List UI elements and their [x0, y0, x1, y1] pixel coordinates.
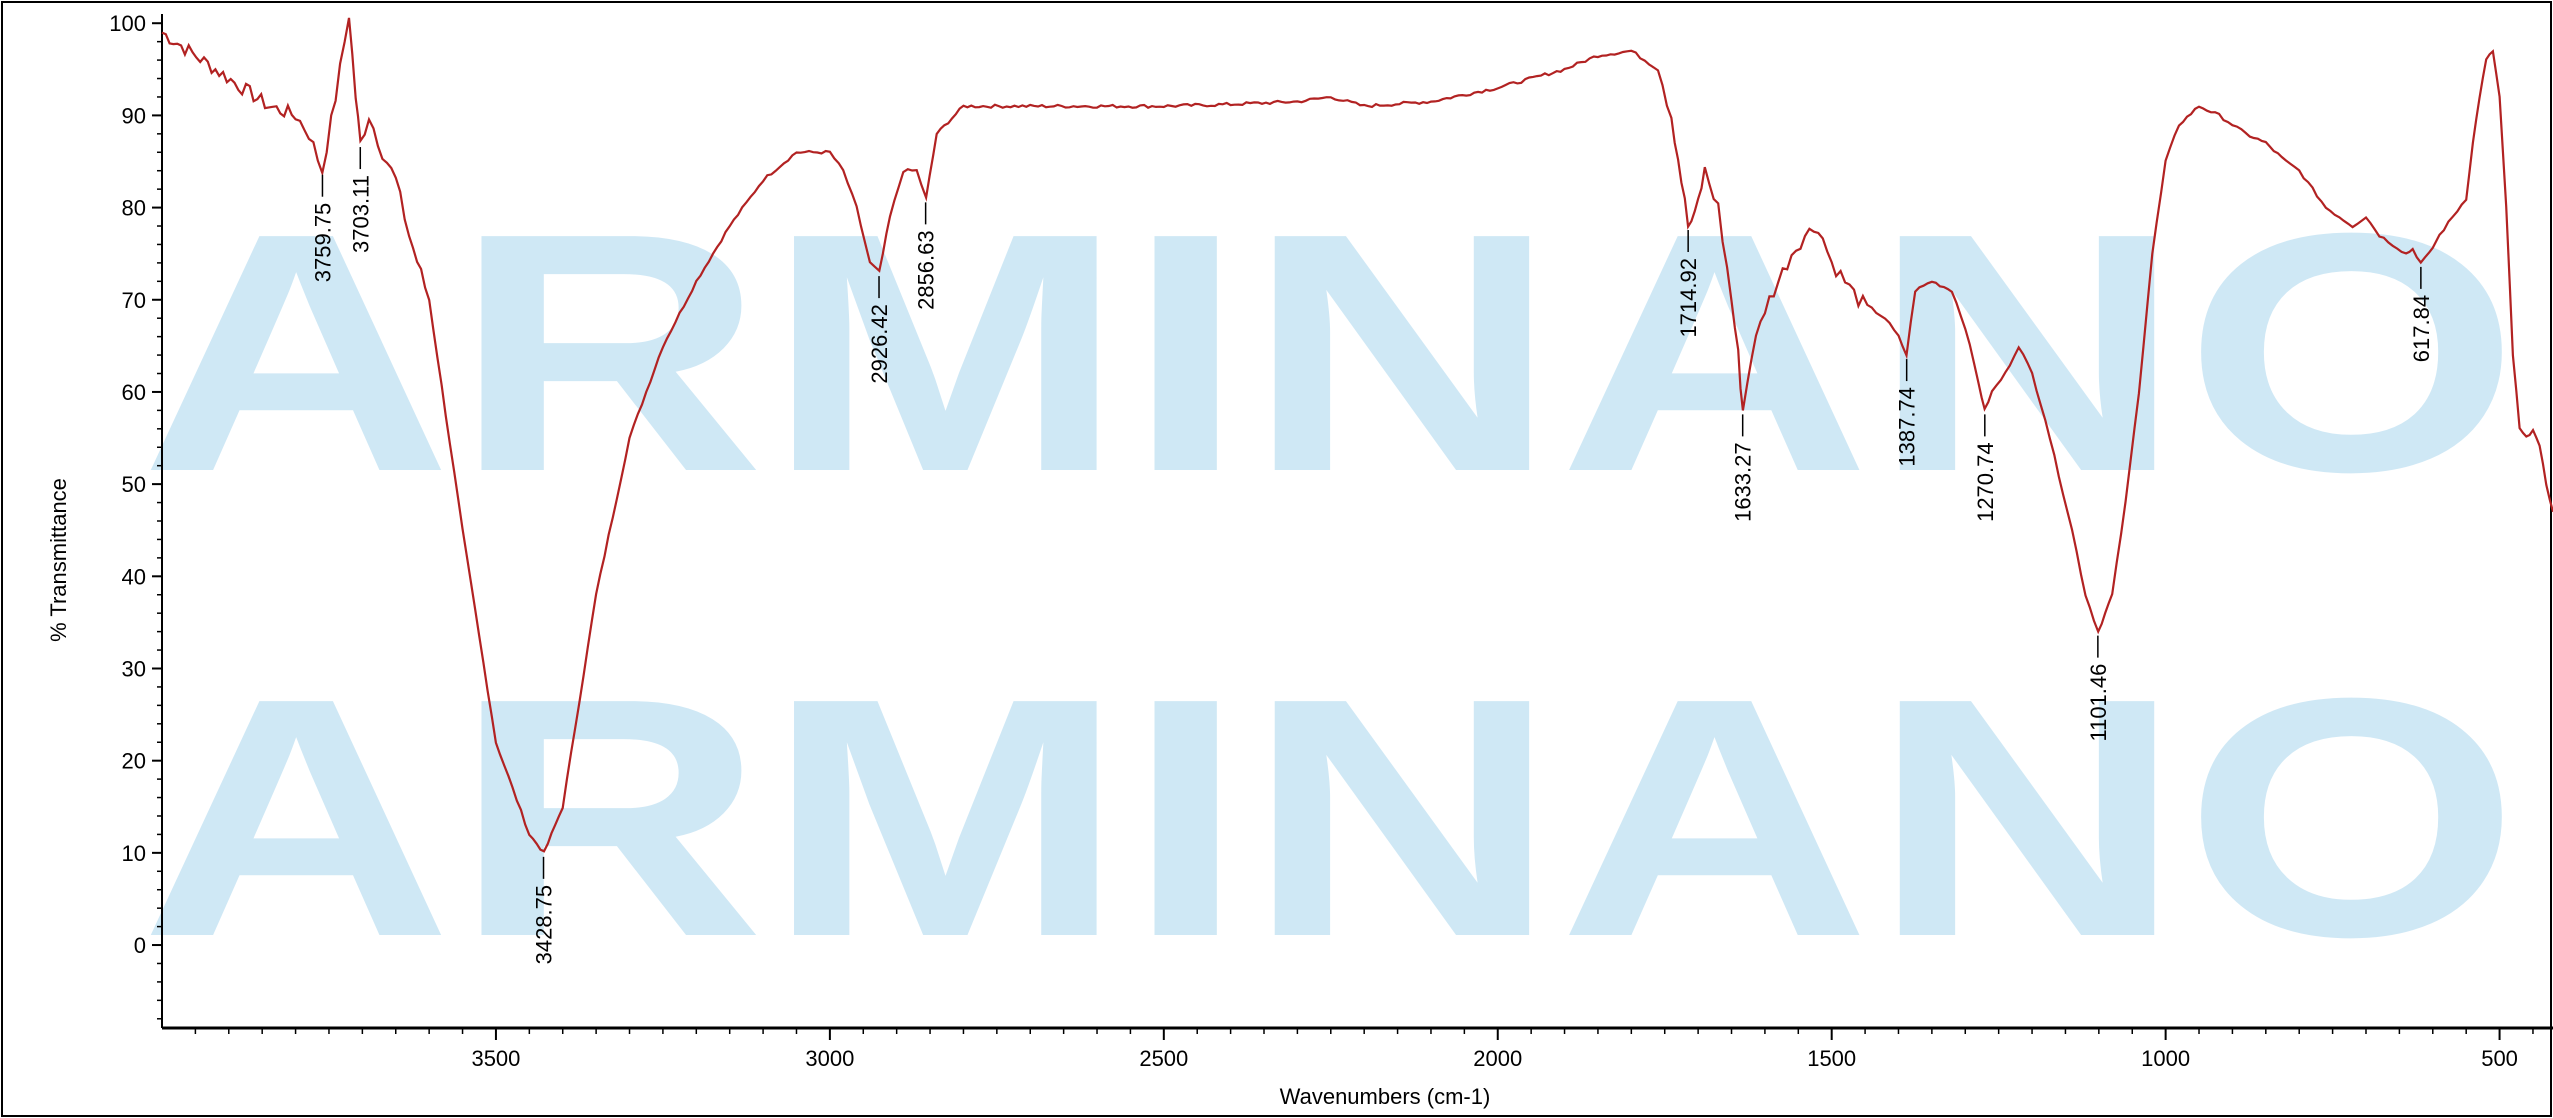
- peak-label-1387.74: 1387.74: [1895, 359, 1920, 467]
- y-tick-label-40: 40: [122, 564, 146, 589]
- peak-label-3428.75: 3428.75: [532, 856, 557, 965]
- peak-value-text: 1270.74: [1973, 442, 1998, 522]
- x-tick-label-1500: 1500: [1807, 1046, 1856, 1071]
- x-axis-ticks: 3500 3000 2500 2000 1500 1000 500: [194, 1028, 2534, 1071]
- peak-value-text: 1714.92: [1676, 258, 1701, 338]
- x-tick-label-2000: 2000: [1473, 1046, 1522, 1071]
- peak-value-text: 3703.11: [348, 175, 373, 253]
- y-tick-label-100: 100: [109, 11, 146, 36]
- peak-value-text: 2856.63: [914, 230, 939, 310]
- x-tick-label-500: 500: [2481, 1046, 2518, 1071]
- y-axis-ticks: 0 10 20 30 40 50 60 70 80 90 100: [109, 11, 162, 1020]
- peak-value-text: 617.84: [2409, 295, 2434, 362]
- y-tick-label-70: 70: [122, 288, 146, 313]
- y-tick-label-60: 60: [122, 380, 146, 405]
- x-tick-label-3000: 3000: [805, 1046, 854, 1071]
- watermark-logo: ARMINANO ARMINANO: [140, 163, 2520, 1008]
- peak-value-text: 1387.74: [1895, 387, 1920, 467]
- y-axis-label: % Transmittance: [46, 478, 71, 642]
- y-tick-label-50: 50: [122, 472, 146, 497]
- peak-label-2926.42: 2926.42: [867, 276, 892, 384]
- peak-label-3759.75: 3759.75: [310, 174, 335, 283]
- y-tick-label-20: 20: [122, 749, 146, 774]
- peak-label-2856.63: 2856.63: [914, 202, 939, 310]
- peak-label-3703.11: 3703.11: [348, 147, 373, 253]
- watermark-top: ARMINANO: [140, 163, 2520, 543]
- peak-label-1633.27: 1633.27: [1731, 414, 1756, 522]
- peak-value-text: 1101.46: [2086, 664, 2111, 742]
- peak-label-1101.46: 1101.46: [2086, 635, 2111, 742]
- watermark-bottom: ARMINANO: [140, 628, 2520, 1008]
- peak-value-text: 1633.27: [1731, 442, 1756, 522]
- x-tick-label-3500: 3500: [471, 1046, 520, 1071]
- y-tick-label-0: 0: [134, 933, 146, 958]
- y-tick-label-80: 80: [122, 196, 146, 221]
- peak-label-1270.74: 1270.74: [1973, 414, 1998, 522]
- series-transmittance-line: [161, 17, 2553, 853]
- peak-label-1714.92: 1714.92: [1676, 230, 1701, 338]
- peak-value-text: 2926.42: [867, 304, 892, 384]
- y-tick-label-10: 10: [122, 841, 146, 866]
- x-tick-label-1000: 1000: [2141, 1046, 2190, 1071]
- peak-labels: 3759.75 3703.11 3428.75 2926.42 2856.63 1714.…: [310, 147, 2434, 965]
- peak-value-text: 3428.75: [532, 885, 557, 965]
- x-axis-label: Wavenumbers (cm-1): [1280, 1084, 1491, 1109]
- peak-value-text: 3759.75: [310, 203, 335, 283]
- y-tick-label-90: 90: [122, 103, 146, 128]
- y-tick-label-30: 30: [122, 656, 146, 681]
- x-tick-label-2500: 2500: [1139, 1046, 1188, 1071]
- peak-label-617.84: 617.84: [2409, 266, 2434, 362]
